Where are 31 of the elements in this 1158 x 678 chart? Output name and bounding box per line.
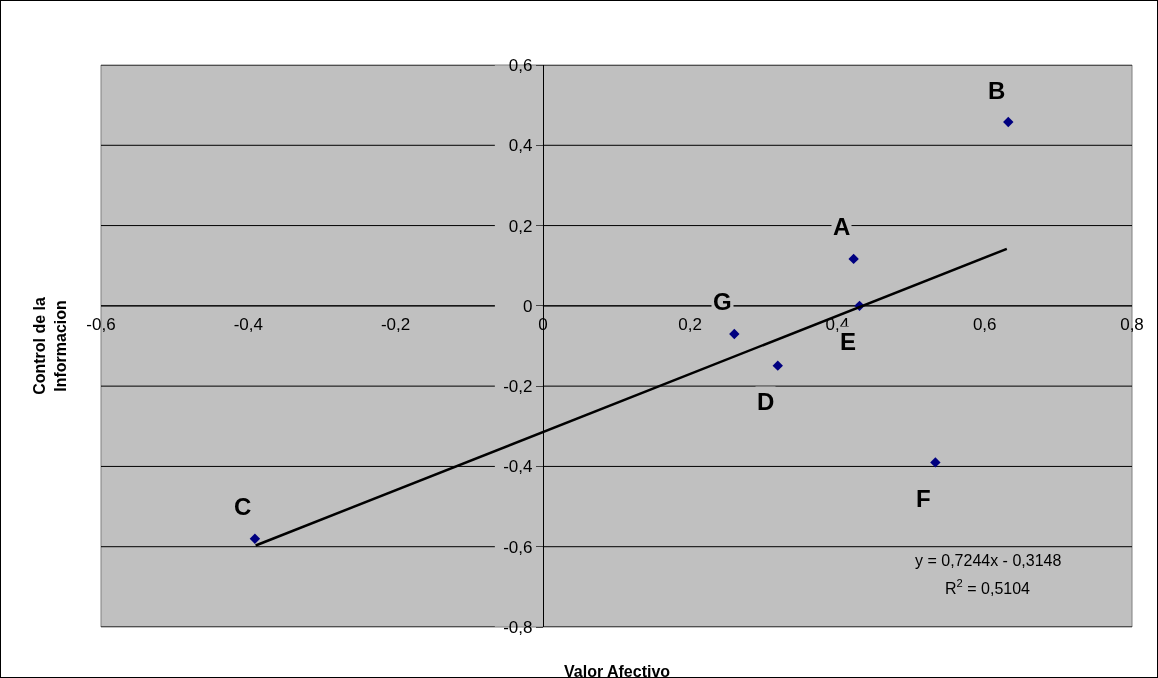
y-tick-label: 0,4	[508, 136, 533, 156]
x-tick-label: -0,2	[380, 314, 411, 334]
annotation: B	[988, 77, 1006, 104]
point	[848, 253, 859, 265]
x-tick-label: -0,4	[233, 314, 263, 334]
annotation: G	[713, 288, 732, 315]
annotation: R$^{2}$ = 0,5104	[945, 577, 1031, 597]
y-tick-label: -0,8	[503, 617, 533, 637]
y-tick-label: -0,4	[503, 457, 533, 477]
point	[1003, 116, 1014, 128]
x-tick-label: -0,6	[86, 314, 116, 334]
point	[249, 533, 261, 544]
x-tick-label: 0,6	[972, 314, 997, 334]
annotation: A	[833, 213, 851, 240]
y-tick-label: -0,6	[503, 537, 533, 557]
y-tick-label: 0,6	[508, 55, 533, 75]
point	[729, 328, 740, 340]
annotation: D	[757, 388, 775, 415]
annotation: C	[234, 493, 252, 520]
point	[930, 457, 941, 468]
x-tick-label: 0,2	[678, 314, 702, 334]
y-tick-label: 0,2	[508, 216, 533, 236]
annotation: y = 0,7244x - 0,3148	[915, 552, 1062, 569]
y-tick-label: 0	[522, 296, 533, 316]
x-axis-title: Valor Afectivo	[564, 663, 671, 678]
y-tick-label: -0,2	[503, 377, 533, 397]
point	[772, 360, 783, 371]
y-axis-title: Control de la Informacion	[30, 296, 69, 395]
x-tick-label: 0,8	[1120, 314, 1144, 334]
annotation: E	[840, 328, 857, 355]
annotation: F	[916, 485, 931, 512]
